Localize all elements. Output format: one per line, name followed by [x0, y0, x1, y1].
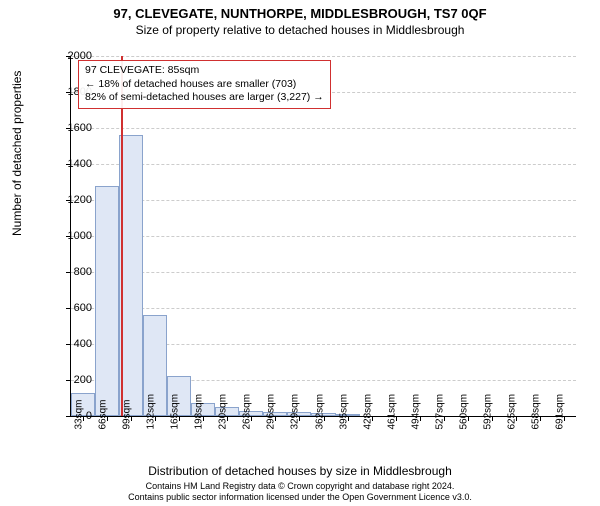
footer-line-2: Contains public sector information licen… [0, 492, 600, 503]
histogram-bar [95, 186, 119, 416]
histogram-bar [119, 135, 143, 416]
grid-line [71, 164, 576, 165]
chart-plot-area [70, 56, 576, 417]
grid-line [71, 236, 576, 237]
y-tick-label: 800 [32, 266, 92, 278]
y-tick-label: 400 [32, 338, 92, 350]
y-tick-label: 1200 [32, 194, 92, 206]
annotation-line-1: 97 CLEVEGATE: 85sqm [85, 64, 324, 78]
chart-title-main: 97, CLEVEGATE, NUNTHORPE, MIDDLESBROUGH,… [0, 6, 600, 21]
y-tick-label: 600 [32, 302, 92, 314]
grid-line [71, 200, 576, 201]
property-marker-line [121, 56, 123, 416]
y-tick-label: 1600 [32, 122, 92, 134]
annotation-line-2: ← 18% of detached houses are smaller (70… [85, 78, 324, 92]
chart-title-sub: Size of property relative to detached ho… [0, 23, 600, 37]
grid-line [71, 308, 576, 309]
y-axis-label: Number of detached properties [10, 71, 24, 236]
grid-line [71, 128, 576, 129]
annotation-line-3: 82% of semi-detached houses are larger (… [85, 91, 324, 105]
grid-line [71, 56, 576, 57]
annotation-callout: 97 CLEVEGATE: 85sqm ← 18% of detached ho… [78, 60, 331, 109]
y-tick-label: 1000 [32, 230, 92, 242]
y-tick-label: 200 [32, 374, 92, 386]
grid-line [71, 272, 576, 273]
y-tick-label: 1400 [32, 158, 92, 170]
footer-line-1: Contains HM Land Registry data © Crown c… [0, 481, 600, 492]
x-axis-label: Distribution of detached houses by size … [0, 464, 600, 478]
